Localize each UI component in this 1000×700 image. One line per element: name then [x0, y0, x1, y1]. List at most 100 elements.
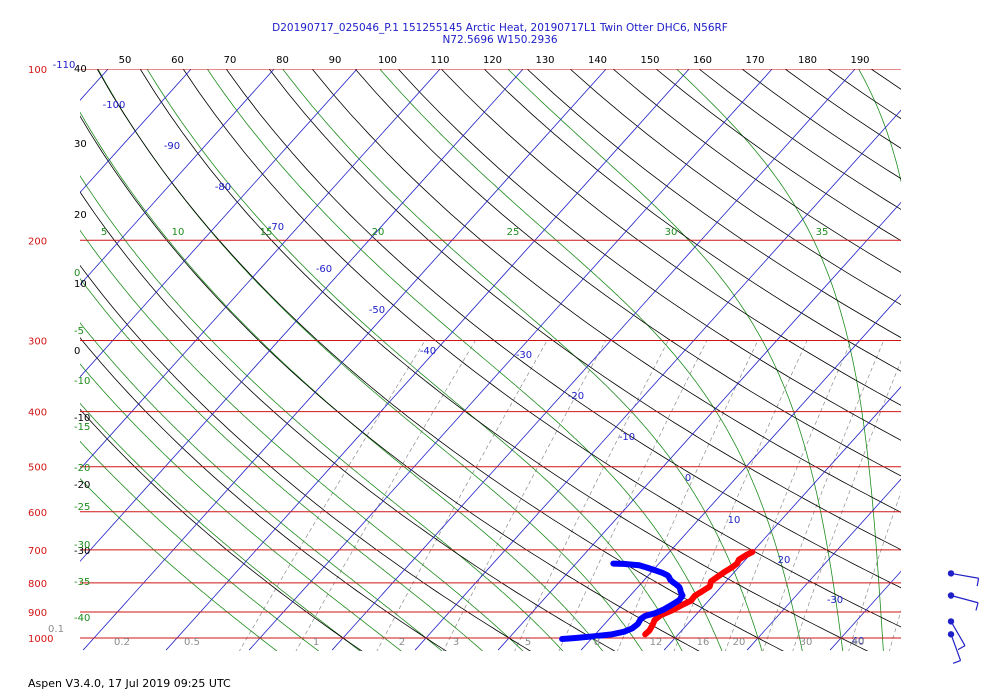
top-scale-tick-label: 130 [535, 55, 554, 66]
pressure-tick-label: 700 [28, 546, 47, 557]
dry-adiabat-label: -30 [74, 546, 90, 557]
moist-adiabat-label: -25 [74, 502, 90, 513]
mixing-ratio-label: 0.2 [114, 637, 130, 648]
moist-adiabat-line [146, 69, 683, 651]
dry-adiabat-label: 30 [74, 139, 87, 150]
mixing-ratio-lines [239, 340, 901, 651]
moist-adiabat-line [97, 69, 643, 651]
top-scale-tick-label: 140 [588, 55, 607, 66]
moist-adiabat-label: 35 [816, 227, 829, 238]
wind-barb-flag [957, 645, 966, 651]
wind-barb [947, 570, 980, 587]
top-scale-tick-label: 110 [430, 55, 449, 66]
isotherm-line [497, 201, 901, 651]
dry-adiabat-line [311, 69, 901, 513]
wind-barb-shaft [950, 634, 962, 661]
mixing-ratio-label: 0.1 [48, 624, 64, 635]
isotherm-label: 20 [778, 555, 791, 566]
isotherm-label: -10 [619, 432, 635, 443]
moist-adiabat-label: -40 [74, 613, 90, 624]
dry-adiabat-line [397, 69, 901, 441]
wind-barb-shaft [950, 621, 966, 646]
mixing-ratio-label: 20 [733, 637, 746, 648]
isotherm-line [80, 69, 192, 194]
isotherm-line [80, 69, 275, 286]
dry-adiabat-line [225, 69, 901, 589]
top-scale-tick-label: 120 [483, 55, 502, 66]
dry-adiabat-line [80, 408, 363, 651]
dry-adiabat-line [354, 69, 901, 477]
mixing-ratio-line [376, 340, 548, 651]
isotherm-label: -80 [215, 182, 231, 193]
mixing-ratio-line [442, 340, 607, 651]
dry-adiabat-label: -20 [74, 480, 90, 491]
sounding-traces [559, 549, 756, 642]
isotherm-line [80, 69, 524, 562]
wind-barb [947, 631, 962, 664]
pressure-tick-label: 1000 [28, 634, 53, 645]
dry-adiabat-line [698, 69, 901, 210]
wind-barb-shaft [950, 594, 979, 604]
isotherm-line [80, 69, 441, 470]
pressure-tick-label: 100 [28, 65, 47, 76]
pressure-tick-label: 600 [28, 508, 47, 519]
dry-adiabat-label: -10 [74, 413, 90, 424]
isotherm-line [248, 69, 773, 651]
mixing-ratio-label: 2 [399, 637, 405, 648]
dry-adiabat-line [612, 69, 901, 273]
mixing-ratio-label: 16 [697, 637, 710, 648]
isotherm-label: 0 [685, 473, 691, 484]
top-scale-tick-label: 100 [378, 55, 397, 66]
moist-adiabat-label: 5 [101, 227, 107, 238]
isotherm-label: -90 [164, 141, 180, 152]
moist-adiabat-line [80, 175, 564, 651]
top-scale-tick-label: 70 [224, 55, 237, 66]
isotherm-line [414, 109, 901, 651]
isotherm-line [80, 69, 358, 378]
mixing-ratio-label: 8 [594, 637, 600, 648]
moist-adiabat-line [80, 229, 524, 651]
title-line-1: D20190717_025046_P.1 151255145 Arctic He… [272, 22, 728, 34]
dry-adiabat-label: 10 [74, 279, 87, 290]
dry-adiabat-line [918, 43, 1000, 652]
isotherm-line [80, 69, 109, 101]
isobars [80, 69, 901, 639]
moist-adiabat-line [858, 69, 901, 183]
dry-adiabat-line [827, 69, 901, 120]
dry-adiabat-line [483, 69, 901, 372]
isotherm-label: -60 [316, 264, 332, 275]
dry-adiabat-label: 0 [74, 346, 80, 357]
moist-adiabat-label: -35 [74, 577, 90, 588]
dry-adiabat-line [741, 69, 901, 180]
isotherm-label: -110 [53, 60, 76, 71]
moist-adiabat-label: -5 [74, 326, 84, 337]
isotherm-label: -100 [103, 100, 126, 111]
moist-adiabat-line [80, 363, 402, 651]
dry-adiabat-line [440, 69, 901, 406]
dry-adiabat-line [268, 69, 901, 551]
pressure-tick-label: 300 [28, 336, 47, 347]
isotherm-line [996, 43, 1000, 650]
isotherm-label: 40 [852, 636, 865, 647]
pressure-tick-label: 200 [28, 236, 47, 247]
moist-adiabat-label: 0 [74, 268, 80, 279]
isotherm-label: -40 [420, 346, 436, 357]
mixing-ratio-line [239, 340, 426, 651]
top-scale-tick-label: 150 [640, 55, 659, 66]
wind-barb [947, 592, 979, 611]
mixing-ratio-label: 1 [313, 637, 319, 648]
moist-adiabat-label: -15 [74, 422, 90, 433]
dry-adiabat-line [569, 69, 901, 306]
isotherm-label: -20 [568, 391, 584, 402]
moist-adiabat-line [80, 402, 361, 651]
isotherm-label: 10 [728, 515, 741, 526]
moist-adiabat-label: -30 [74, 540, 90, 551]
mixing-ratio-label: 12 [650, 637, 663, 648]
wind-barb-shaft [950, 572, 979, 579]
mixing-ratio-line [792, 360, 901, 651]
pressure-tick-label: 800 [28, 579, 47, 590]
isotherm-line [829, 570, 901, 651]
dry-adiabat-line [526, 69, 901, 339]
pressure-tick-label: 500 [28, 463, 47, 474]
